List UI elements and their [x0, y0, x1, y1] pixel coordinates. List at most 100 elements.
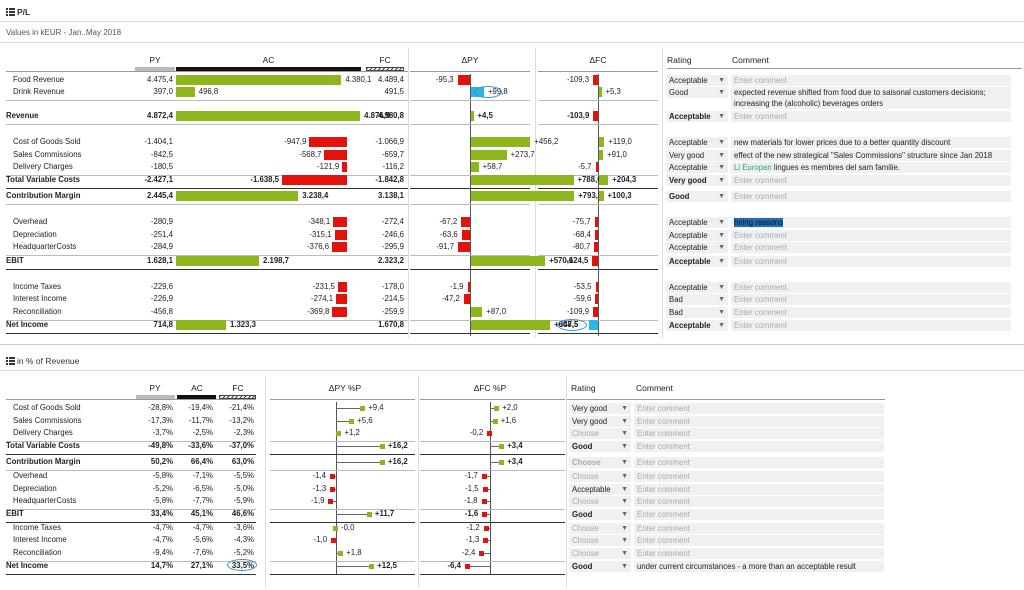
- row-label: Income Taxes: [13, 523, 61, 532]
- comment-field[interactable]: expected revenue shifted from food due t…: [731, 87, 1011, 109]
- delta-py-marker: [336, 431, 342, 436]
- ac-value: -6,5%: [192, 484, 213, 493]
- comment-field[interactable]: Enter comment: [731, 175, 1011, 186]
- delta-py-marker: [360, 406, 366, 411]
- comment-field[interactable]: Enter comment: [731, 75, 1011, 86]
- comment-field[interactable]: Enter comment: [634, 403, 884, 414]
- delta-py-marker: [331, 538, 337, 543]
- ac-bar: [176, 256, 259, 266]
- comment-field[interactable]: Enter comment: [634, 496, 884, 507]
- comment-field[interactable]: new materials for lower prices due to a …: [731, 137, 1011, 148]
- comment-field[interactable]: hiring reasons: [731, 217, 1011, 228]
- comment-field[interactable]: Enter comment: [731, 294, 1011, 305]
- rating-dropdown[interactable]: Choose ▼: [569, 496, 631, 507]
- rating-dropdown[interactable]: Choose ▼: [569, 457, 631, 468]
- comment-field[interactable]: Enter comment: [634, 457, 884, 468]
- comment-field[interactable]: Enter comment: [634, 416, 884, 427]
- comment-field[interactable]: Enter comment: [634, 441, 884, 452]
- rating-dropdown[interactable]: Acceptable ▼: [666, 230, 728, 241]
- rating-dropdown[interactable]: Acceptable ▼: [666, 320, 728, 331]
- rating-dropdown[interactable]: Choose ▼: [569, 548, 631, 559]
- py-value: -456,8: [150, 307, 173, 316]
- ac-bar: [332, 307, 347, 317]
- delta-py-value: -63,6: [439, 230, 458, 239]
- rating-dropdown[interactable]: Acceptable ▼: [666, 162, 728, 173]
- rating-dropdown[interactable]: Very good ▼: [666, 150, 728, 161]
- comment-field[interactable]: under current circumstances - a more tha…: [634, 561, 884, 572]
- rating-dropdown[interactable]: Very good ▼: [666, 175, 728, 186]
- delta-fc-value: +119,0: [608, 137, 632, 146]
- rating-dropdown[interactable]: Good ▼: [666, 191, 728, 202]
- delta-py-bar: [467, 282, 470, 292]
- col-header-comment: Comment: [732, 55, 769, 65]
- ac-bar: [176, 191, 299, 201]
- rating-dropdown[interactable]: Acceptable ▼: [666, 242, 728, 253]
- comment-field[interactable]: Li Europan lingues es membres del sam fa…: [731, 162, 1011, 173]
- fc-value: -13,2%: [229, 416, 254, 425]
- comment-field[interactable]: Enter comment: [731, 320, 1011, 331]
- rating-dropdown[interactable]: Good ▼: [569, 509, 631, 520]
- rating-dropdown[interactable]: Good ▼: [569, 441, 631, 452]
- py-value: 714,8: [153, 320, 173, 329]
- ac-value: -274,1: [311, 294, 334, 303]
- delta-py-value: -1,4: [312, 471, 326, 480]
- comment-field[interactable]: Enter comment: [731, 307, 1011, 318]
- comment-field[interactable]: Enter comment: [731, 111, 1011, 122]
- comment-link[interactable]: Li Europan: [734, 163, 772, 172]
- fc-value: -4,3%: [233, 535, 254, 544]
- rating-dropdown[interactable]: Acceptable ▼: [666, 282, 728, 293]
- chevron-down-icon: ▼: [718, 164, 725, 171]
- comment-field[interactable]: Enter comment: [634, 428, 884, 439]
- fc-value: -1.066,9: [375, 137, 404, 146]
- rating-dropdown[interactable]: Good ▼: [569, 561, 631, 572]
- rating-dropdown[interactable]: Bad ▼: [666, 294, 728, 305]
- comment-field[interactable]: Enter comment: [634, 471, 884, 482]
- comment-text: under current circumstances - a more tha…: [637, 562, 856, 571]
- ac-bar: [282, 175, 347, 185]
- rating-dropdown[interactable]: Bad ▼: [666, 307, 728, 318]
- fc-value: -1.842,8: [375, 175, 404, 184]
- rating-dropdown[interactable]: Acceptable ▼: [666, 111, 728, 122]
- rating-dropdown[interactable]: Choose ▼: [569, 523, 631, 534]
- rating-dropdown[interactable]: Acceptable ▼: [666, 137, 728, 148]
- comment-field[interactable]: effect of the new strategical "Sales Com…: [731, 150, 1011, 161]
- fc-legend: [219, 395, 256, 399]
- rating-dropdown[interactable]: Very good ▼: [569, 403, 631, 414]
- rating-dropdown[interactable]: Choose ▼: [569, 471, 631, 482]
- col-header-dfc: ΔFC: [589, 55, 607, 65]
- rating-dropdown[interactable]: Good ▼: [666, 87, 728, 98]
- comment-text: Enter comment: [637, 442, 690, 451]
- fc-legend: [366, 67, 404, 71]
- comment-field[interactable]: Enter comment: [731, 282, 1011, 293]
- comment-field[interactable]: Enter comment: [634, 509, 884, 520]
- rating-dropdown[interactable]: Very good ▼: [569, 416, 631, 427]
- comment-text: Enter comment: [734, 192, 787, 201]
- ac-value: 45,1%: [190, 509, 213, 518]
- row-divider: [6, 269, 408, 270]
- rating-dropdown[interactable]: Acceptable ▼: [666, 256, 728, 267]
- rating-dropdown[interactable]: Choose ▼: [569, 535, 631, 546]
- comment-field[interactable]: Enter comment: [634, 523, 884, 534]
- comment-field[interactable]: Enter comment: [731, 256, 1011, 267]
- py-value: 14,7%: [150, 561, 173, 570]
- ac-value: 1.323,3: [229, 320, 256, 329]
- chevron-down-icon: ▼: [718, 232, 725, 239]
- rating-dropdown[interactable]: Acceptable ▼: [666, 75, 728, 86]
- delta-py-stem: [336, 446, 383, 447]
- ac-bar: [309, 137, 347, 147]
- fc-value: -659,7: [381, 150, 404, 159]
- comment-field[interactable]: Enter comment: [634, 484, 884, 495]
- ac-value: -121,9: [317, 162, 340, 171]
- rating-dropdown[interactable]: Acceptable ▼: [666, 217, 728, 228]
- comment-field[interactable]: Enter comment: [731, 191, 1011, 202]
- py-value: -5,2%: [152, 484, 173, 493]
- rating-dropdown[interactable]: Choose ▼: [569, 428, 631, 439]
- comment-field[interactable]: Enter comment: [634, 548, 884, 559]
- comment-text: Enter comment: [637, 429, 690, 438]
- comment-field[interactable]: Enter comment: [634, 535, 884, 546]
- comment-field[interactable]: Enter comment: [731, 242, 1011, 253]
- comment-field[interactable]: Enter comment: [731, 230, 1011, 241]
- rating-dropdown[interactable]: Acceptable ▼: [569, 484, 631, 495]
- ac-value: -7,1%: [192, 471, 213, 480]
- comment-text: Enter comment: [734, 231, 787, 240]
